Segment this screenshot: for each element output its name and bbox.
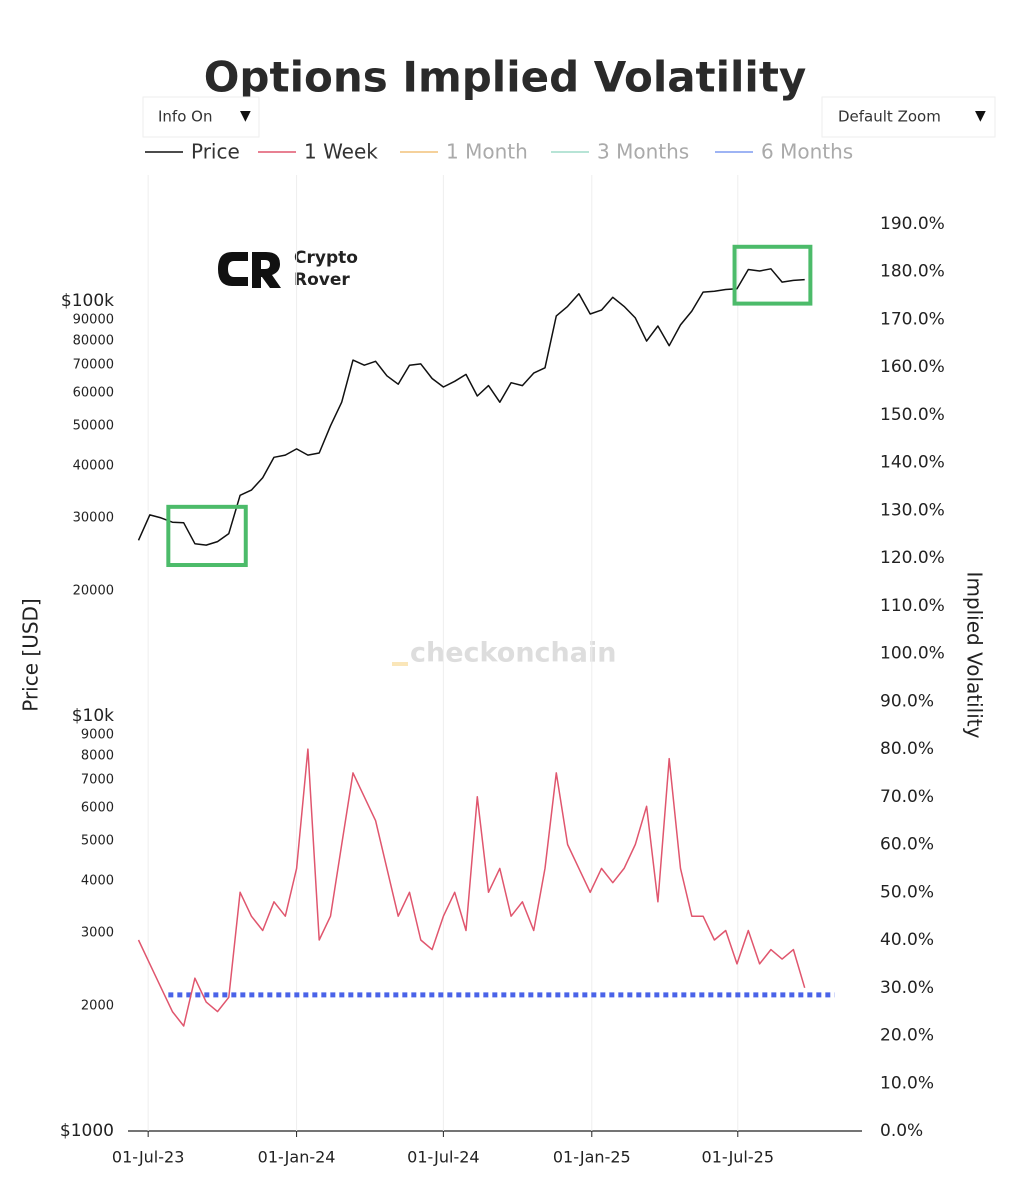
y2-tick-label: 140.0%: [880, 453, 945, 473]
x-tick-label: 01-Jan-25: [553, 1148, 631, 1167]
series-line: [137, 268, 805, 546]
legend-item[interactable]: 6 Months: [715, 140, 853, 164]
legend-item[interactable]: 1 Week: [258, 140, 378, 164]
y2-tick-label: 10.0%: [880, 1073, 934, 1093]
dropdown-arrow[interactable]: ▼: [975, 108, 986, 124]
y-tick-label: 7000: [81, 773, 114, 788]
highlight-box: [166, 504, 248, 568]
y2-tick-label: 20.0%: [880, 1026, 934, 1046]
y2-tick-label: 180.0%: [880, 262, 945, 282]
y2-tick-label: 110.0%: [880, 596, 945, 616]
y2-tick-label: 50.0%: [880, 882, 934, 902]
y-tick-label: 6000: [81, 801, 114, 816]
y2-tick-label: 60.0%: [880, 835, 934, 855]
logo-mark: [218, 252, 248, 286]
y-tick-label: 4000: [81, 874, 114, 889]
logo-text: Rover: [294, 270, 350, 290]
y-tick-label: $10k: [72, 706, 114, 726]
y2-tick-label: 150.0%: [880, 405, 945, 425]
y2-tick-label: 170.0%: [880, 309, 945, 329]
y-tick-label: 2000: [81, 999, 114, 1014]
dropdown-box[interactable]: [821, 96, 996, 138]
y-tick-label: 9000: [81, 727, 114, 742]
y2-tick-label: 40.0%: [880, 930, 934, 950]
dropdown[interactable]: Info On ▼: [142, 96, 260, 138]
y-tick-label: 8000: [81, 749, 114, 764]
legend-item[interactable]: 3 Months: [551, 140, 689, 164]
y2-tick-label: 0.0%: [880, 1121, 923, 1141]
y-tick-label: 40000: [73, 459, 114, 474]
y-tick-label: 60000: [73, 385, 114, 400]
legend-label: 1 Week: [304, 140, 378, 164]
y-tick-label: 80000: [73, 334, 114, 349]
dropdown-label[interactable]: Default Zoom: [838, 108, 941, 126]
y2-tick-label: 120.0%: [880, 548, 945, 568]
legend-item[interactable]: Price: [145, 140, 240, 164]
x-tick-label: 01-Jul-25: [702, 1148, 774, 1167]
y-axis-title: Price [USD]: [19, 598, 43, 712]
y-tick-label: 5000: [81, 833, 114, 848]
y-tick-label: 20000: [73, 583, 114, 598]
y2-tick-label: 80.0%: [880, 739, 934, 759]
y-tick-label: 50000: [73, 418, 114, 433]
series-line: [137, 748, 806, 1027]
logo-text: Crypto: [294, 248, 358, 268]
legend-label: 3 Months: [597, 140, 689, 164]
dropdown-box[interactable]: [142, 96, 260, 138]
dropdown-label[interactable]: Info On: [158, 108, 212, 126]
y-tick-label: 70000: [73, 358, 114, 373]
y2-tick-label: 160.0%: [880, 357, 945, 377]
logo: Crypto Rover: [218, 248, 358, 290]
dropdown-arrow[interactable]: ▼: [240, 108, 251, 124]
y-tick-label: 90000: [73, 312, 114, 327]
x-tick-label: 01-Jul-23: [112, 1148, 184, 1167]
legend-item[interactable]: 1 Month: [400, 140, 528, 164]
y2-tick-label: 190.0%: [880, 214, 945, 234]
y2-tick-label: 90.0%: [880, 691, 934, 711]
logo-mark: [252, 252, 281, 288]
y2-tick-label: 130.0%: [880, 500, 945, 520]
watermark-mark: [392, 662, 408, 666]
x-tick-label: 01-Jan-24: [258, 1148, 336, 1167]
y-tick-label: 30000: [73, 510, 114, 525]
y2-tick-label: 70.0%: [880, 787, 934, 807]
highlight-box: [732, 244, 813, 306]
y-tick-label: 3000: [81, 925, 114, 940]
legend-label: 1 Month: [446, 140, 528, 164]
dropdown[interactable]: Default Zoom ▼: [821, 96, 996, 138]
legend-label: 6 Months: [761, 140, 853, 164]
y-tick-label: $1000: [60, 1121, 114, 1141]
legend-label: Price: [191, 140, 240, 164]
x-tick-label: 01-Jul-24: [407, 1148, 479, 1167]
y2-tick-label: 100.0%: [880, 644, 945, 664]
y2-axis-title: Implied Volatility: [963, 572, 987, 739]
watermark: checkonchain: [410, 638, 616, 669]
y2-tick-label: 30.0%: [880, 978, 934, 998]
chart-title: Options Implied Volatility: [204, 53, 807, 102]
y-tick-label: $100k: [61, 291, 114, 311]
